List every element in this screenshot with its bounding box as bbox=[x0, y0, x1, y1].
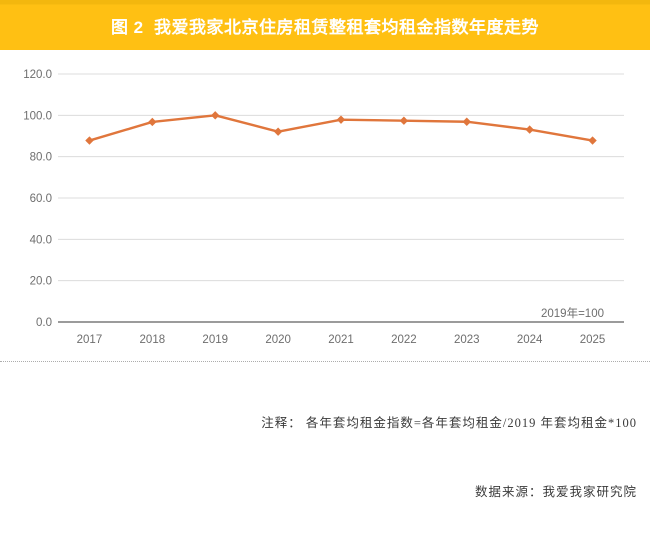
data-source: 数据来源：我爱我家研究院 bbox=[474, 485, 637, 499]
base-year-annotation: 2019年=100 bbox=[541, 306, 604, 320]
y-axis-tick-label: 100.0 bbox=[23, 110, 52, 122]
rent-index-line-chart: 0.0 20.0 40.0 60.0 80.0 100.0 120.0 2017 2018 201… bbox=[23, 69, 624, 346]
y-axis-tick-label: 0.0 bbox=[36, 317, 52, 329]
x-axis-tick-label: 2021 bbox=[328, 334, 354, 346]
data-point-marker bbox=[211, 111, 220, 120]
chart-note: 注释： 各年套均租金指数=各年套均租金/2019 年套均租金*100 bbox=[261, 416, 637, 430]
data-point-marker bbox=[148, 117, 157, 127]
x-axis-tick-label: 2019 bbox=[202, 334, 228, 346]
figure-title-bar: 图 2 我爱我家北京住房租赁整租套均租金指数年度走势 bbox=[0, 0, 650, 50]
data-point-marker bbox=[336, 115, 346, 124]
figure-card: 图 2 我爱我家北京住房租赁整租套均租金指数年度走势 0.0 20.0 40.0 60… bbox=[0, 0, 650, 499]
data-point-marker bbox=[399, 116, 409, 125]
y-axis-tick-label: 80.0 bbox=[30, 152, 52, 164]
y-axis-tick-label: 20.0 bbox=[30, 276, 52, 288]
data-point-marker bbox=[588, 136, 597, 145]
figure-title: 图 2 我爱我家北京住房租赁整租套均租金指数年度走势 bbox=[110, 17, 540, 37]
x-axis-tick-label: 2025 bbox=[580, 334, 606, 346]
x-axis-tick-label: 2020 bbox=[265, 334, 291, 346]
x-axis-tick-label: 2017 bbox=[77, 334, 103, 346]
dotted-divider bbox=[0, 361, 650, 362]
footer-notes: 注释： 各年套均租金指数=各年套均租金/2019 年套均租金*100 数据来源：… bbox=[261, 366, 637, 550]
x-axis-tick-label: 2024 bbox=[517, 334, 543, 346]
data-point-marker bbox=[273, 127, 283, 136]
x-axis-tick-label: 2023 bbox=[454, 334, 480, 346]
x-axis-tick-label: 2018 bbox=[140, 334, 166, 346]
data-point-marker bbox=[462, 117, 471, 126]
x-axis-tick-label: 2022 bbox=[391, 334, 417, 346]
y-axis-tick-label: 60.0 bbox=[30, 193, 52, 205]
y-axis-tick-label: 40.0 bbox=[30, 234, 52, 246]
data-point-marker bbox=[525, 125, 534, 134]
y-axis-tick-label: 120.0 bbox=[23, 69, 52, 81]
data-point-marker bbox=[85, 136, 94, 145]
